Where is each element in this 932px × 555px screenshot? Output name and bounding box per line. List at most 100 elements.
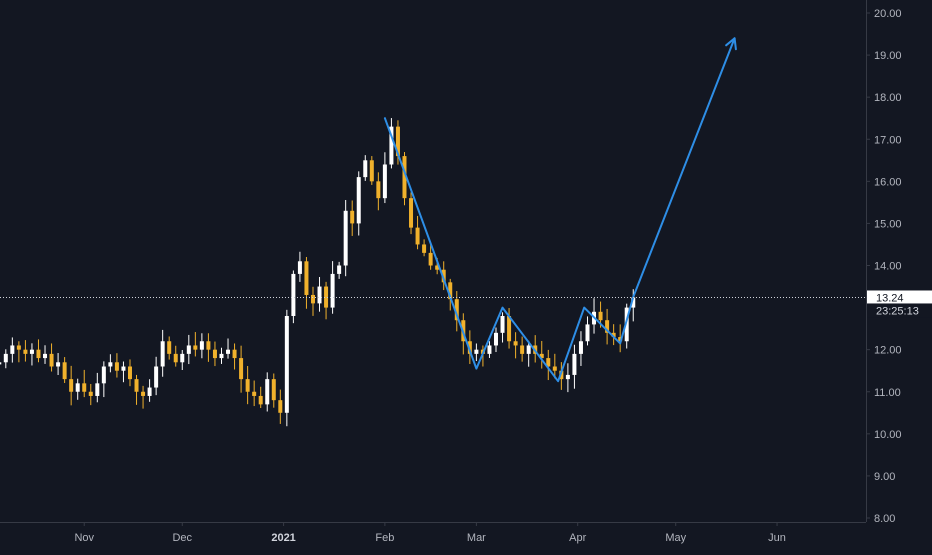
- time-tick-label: 2021: [271, 532, 295, 544]
- candle-body: [16, 345, 21, 350]
- candle-body: [75, 383, 80, 392]
- candle-body: [226, 349, 231, 354]
- candle-body: [539, 353, 544, 359]
- candle-body: [23, 349, 28, 354]
- candle-body: [69, 379, 74, 392]
- candle-body: [493, 332, 498, 346]
- bar-countdown: 23:25:13: [876, 305, 919, 317]
- candle-body: [605, 320, 610, 333]
- candle-body: [173, 353, 178, 363]
- candle-body: [513, 341, 518, 346]
- candle-body: [56, 362, 61, 367]
- candle-body: [108, 362, 113, 367]
- candle-body: [500, 316, 505, 333]
- candle-body: [167, 341, 172, 354]
- candle-body: [0, 362, 2, 365]
- candle-body: [180, 353, 185, 363]
- candle-body: [291, 273, 296, 316]
- candle-body: [448, 282, 453, 300]
- price-tick-label: 14.00: [874, 261, 902, 273]
- candle-body: [258, 395, 263, 405]
- price-tick-label: 12.00: [874, 345, 902, 357]
- candle-body: [631, 297, 636, 308]
- candle-body: [337, 265, 342, 274]
- candle-body: [441, 269, 446, 283]
- time-axis[interactable]: Nov Dec 2021 Feb Mar Apr May Jun: [0, 522, 866, 544]
- price-tick-label: 17.00: [874, 134, 902, 146]
- candle-body: [467, 341, 472, 354]
- candle-body: [520, 345, 525, 354]
- candle-body: [598, 311, 603, 321]
- candle-body: [428, 252, 433, 266]
- price-tick-label: 15.00: [874, 218, 902, 230]
- price-tick-label: 18.00: [874, 92, 902, 104]
- candle-body: [409, 198, 414, 228]
- candle-body: [389, 126, 394, 165]
- candle-body: [324, 286, 329, 308]
- last-price-box: [867, 290, 932, 304]
- candle-body: [585, 324, 590, 342]
- candle-body: [82, 383, 87, 392]
- candle-body: [88, 391, 93, 396]
- price-tick-label: 20.00: [874, 8, 902, 20]
- price-tick-label: 19.00: [874, 50, 902, 62]
- candle-body: [376, 181, 381, 199]
- last-price-value: 13.24: [876, 292, 904, 304]
- candle-body: [304, 261, 309, 295]
- candle-body: [160, 341, 165, 367]
- candle-body: [572, 353, 577, 375]
- candle-body: [62, 362, 67, 380]
- candle-body: [141, 391, 146, 396]
- candle-body: [10, 345, 15, 354]
- candle-body: [271, 379, 276, 401]
- candle-body: [487, 345, 492, 354]
- candle-body: [454, 299, 459, 321]
- time-tick-label: May: [665, 532, 686, 544]
- candle-body: [127, 366, 132, 380]
- candle-body: [507, 316, 512, 342]
- time-tick-label: Nov: [74, 532, 94, 544]
- price-tick-label: 11.00: [874, 387, 901, 399]
- time-tick-label: Dec: [172, 532, 192, 544]
- candle-body: [350, 210, 355, 224]
- candle-body: [369, 160, 374, 182]
- candle-body: [278, 400, 283, 413]
- candle-body: [232, 349, 237, 359]
- candle-body: [356, 177, 361, 224]
- candle-body: [265, 379, 270, 405]
- candle-body: [199, 341, 204, 350]
- candle-body: [3, 353, 8, 363]
- candle-body: [526, 345, 531, 354]
- candle-body: [49, 353, 54, 367]
- candle-body: [343, 210, 348, 266]
- candle-body: [565, 374, 570, 380]
- candle-body: [402, 156, 407, 199]
- candle-body: [212, 349, 217, 359]
- candle-body: [310, 294, 315, 304]
- projection-path: [383, 37, 736, 383]
- price-tick-label: 16.00: [874, 176, 902, 188]
- candle-body: [382, 164, 387, 199]
- price-tick-label: 10.00: [874, 429, 902, 441]
- candle-body: [219, 353, 224, 359]
- candle-body: [206, 341, 211, 350]
- candle-body: [415, 227, 420, 245]
- candle-body: [578, 341, 583, 354]
- candle-body: [252, 391, 257, 396]
- candle-body: [552, 366, 557, 371]
- candle-body: [435, 265, 440, 270]
- countdown-box: [867, 303, 932, 318]
- candle-body: [101, 366, 106, 384]
- candle-body: [624, 307, 629, 342]
- candle-body: [546, 358, 551, 367]
- candle-body: [43, 353, 48, 359]
- projection-layer: [383, 37, 737, 383]
- candle-body: [474, 349, 479, 354]
- candle-body: [134, 379, 139, 392]
- candle-body: [317, 286, 322, 304]
- candle-body: [36, 349, 41, 359]
